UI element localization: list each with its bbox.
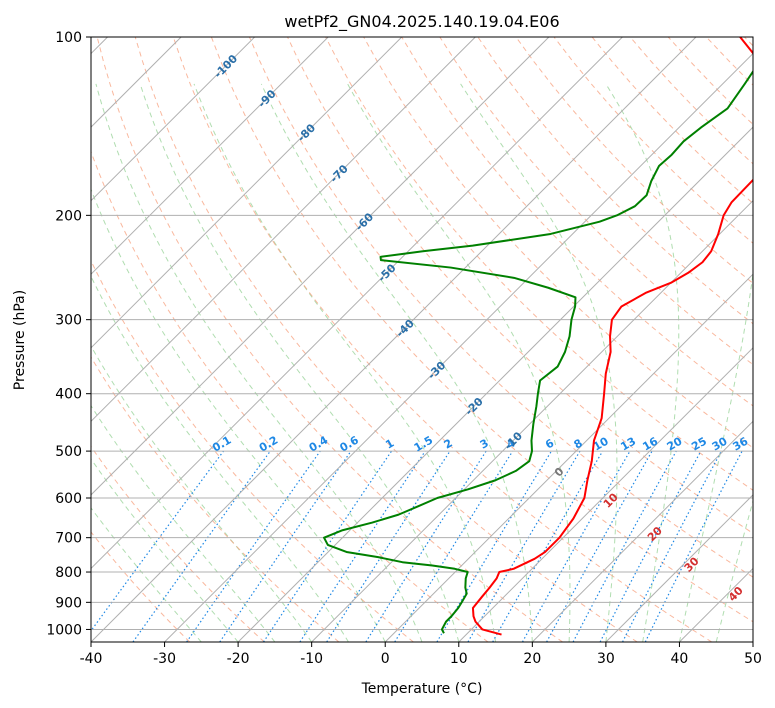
isotherm-line (91, 37, 550, 496)
y-tick-label: 500 (55, 444, 82, 460)
moist-adiabat-line (91, 275, 349, 642)
dry-adiabat-line (91, 356, 340, 642)
moist-adiabat-line (91, 188, 386, 642)
mixing-ratio-line (644, 450, 743, 642)
moist-adiabat-line (91, 345, 313, 642)
y-tick-label: 200 (55, 208, 82, 224)
x-tick-label: 20 (523, 651, 541, 667)
y-tick-label: 300 (55, 313, 82, 329)
moist-adiabat-line (95, 83, 423, 642)
isotherm-line (384, 273, 753, 642)
isotherm-line (237, 126, 753, 642)
mixing-ratio-line (299, 450, 426, 642)
series-line-2 (323, 69, 753, 634)
mixing-ratio-lines (91, 450, 743, 642)
plot-frame (90, 36, 754, 643)
moist-adiabat-line (91, 507, 202, 642)
isotherm-line (164, 52, 753, 642)
y-tick-label: 1000 (46, 622, 82, 638)
dry-adiabat-line (439, 37, 753, 366)
dry-adiabat-line (515, 37, 753, 284)
y-tick-label: 700 (55, 531, 82, 547)
moist-adiabat-line (193, 83, 497, 642)
mixing-ratio-line (219, 450, 352, 642)
mixing-ratio-line (263, 450, 393, 642)
dry-adiabats (91, 37, 753, 642)
moist-adiabat-line (678, 270, 753, 642)
isotherm-line (91, 37, 403, 349)
isotherm-line (605, 494, 753, 642)
x-axis-label: Temperature (°C) (361, 681, 483, 697)
dry-adiabat-line (91, 531, 191, 642)
isotherm-line (91, 37, 476, 423)
dry-adiabat-line (91, 445, 265, 642)
isobars (91, 37, 753, 630)
isotherm-line (91, 37, 623, 570)
mixing-ratio-line (546, 450, 653, 642)
isotherm-line (91, 37, 329, 275)
x-tick-label: -20 (227, 651, 250, 667)
mixing-ratio-line (521, 450, 631, 642)
x-tick-label: 50 (744, 651, 762, 667)
dry-adiabat-line (134, 37, 638, 642)
isotherm-line (531, 420, 753, 642)
series-line-1 (471, 37, 753, 636)
y-tick-label: 600 (55, 491, 82, 507)
isotherm-line (311, 199, 753, 642)
moist-adiabats (91, 83, 753, 642)
x-tick-label: 40 (671, 651, 689, 667)
y-tick-label: 100 (55, 30, 82, 46)
mixing-ratio-line (326, 450, 451, 642)
x-tick-label: -40 (80, 651, 103, 667)
y-tick-label: 800 (55, 565, 82, 581)
y-tick-label: 900 (55, 595, 82, 611)
dry-adiabat-line (287, 37, 753, 534)
isotherm-line (458, 347, 753, 642)
moist-adiabat-line (139, 83, 460, 642)
mixing-ratio-line (132, 450, 271, 642)
isotherms (91, 37, 753, 642)
mixing-ratio-line (572, 450, 677, 642)
x-tick-label: 10 (450, 651, 468, 667)
dry-adiabat-line (172, 37, 713, 642)
mixing-ratio-line (186, 450, 321, 642)
x-tick-label: 0 (381, 651, 390, 667)
mixing-ratio-line (394, 450, 514, 642)
y-tick-label: 400 (55, 387, 82, 403)
moist-adiabat-line (347, 83, 571, 642)
dry-adiabat-line (91, 150, 489, 642)
dry-adiabat-line (401, 37, 753, 407)
dry-adiabat-line (248, 37, 753, 578)
sounding-series (323, 37, 753, 636)
dry-adiabat-line (96, 37, 563, 642)
y-axis-ticks: 100 200 300 400 500 600 700 800 900 1000 (46, 30, 91, 638)
x-axis-ticks: -40 -30 -20 -10 0 10 20 30 40 50 (80, 642, 762, 667)
x-tick-label: -30 (153, 651, 176, 667)
y-axis-label: Pressure (hPa) (12, 290, 28, 390)
isotherm-line (91, 37, 256, 202)
x-tick-label: -10 (300, 651, 323, 667)
x-tick-label: 30 (597, 651, 615, 667)
moist-adiabat-line (260, 83, 533, 642)
dry-adiabat-line (210, 37, 753, 623)
chart-title: wetPf2_GN04.2025.140.19.04.E06 (284, 12, 559, 32)
isotherm-line (91, 37, 697, 642)
mixing-ratio-line (91, 450, 225, 632)
